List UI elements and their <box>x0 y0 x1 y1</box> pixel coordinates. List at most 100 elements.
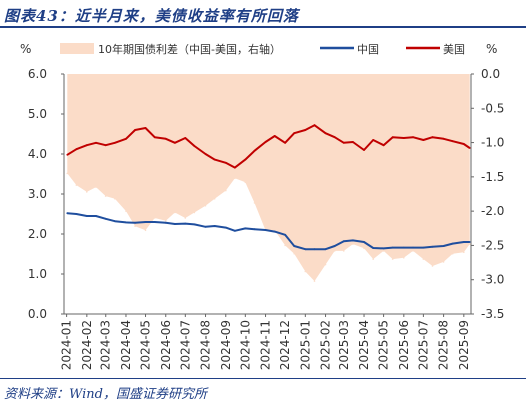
line-point <box>412 246 414 249</box>
line-point <box>244 158 247 161</box>
line-point <box>293 245 296 247</box>
line-point <box>333 245 336 247</box>
spread-point <box>86 191 88 193</box>
x-tick-label: 2024-10 <box>238 320 252 370</box>
chart-plot: 10年期国债利差（中国-美国，右轴） 中国 美国 % % 0.0 1.0 2.0 3.… <box>20 42 505 370</box>
line-point <box>193 145 196 147</box>
line-us <box>66 124 471 169</box>
line-point <box>174 141 176 144</box>
spread-point <box>468 243 471 245</box>
line-point <box>184 137 187 139</box>
spread-point <box>442 261 445 263</box>
line-point <box>468 241 471 243</box>
right-tick-label: -0.5 <box>481 101 504 115</box>
line-point <box>391 136 394 139</box>
line-point <box>66 153 69 156</box>
line-point <box>333 136 336 139</box>
x-tick-label: 2024-06 <box>159 320 173 370</box>
spread-point <box>153 217 156 219</box>
line-point <box>284 233 286 236</box>
x-tick-label: 2025-07 <box>416 320 430 370</box>
x-tick-label: 2025-09 <box>457 320 471 370</box>
left-axis-unit: % <box>20 42 31 56</box>
spread-point <box>114 198 116 200</box>
line-point <box>431 136 434 139</box>
x-tick-label: 2024-12 <box>278 320 292 370</box>
left-tick-label: 1.0 <box>28 267 47 281</box>
line-point <box>114 220 116 223</box>
line-point <box>253 228 256 231</box>
line-point <box>391 246 394 249</box>
spread-point <box>304 270 307 273</box>
line-point <box>75 213 78 215</box>
line-point <box>352 239 354 242</box>
line-point <box>462 143 465 145</box>
line-point <box>422 246 425 249</box>
spread-point <box>225 189 227 192</box>
spread-point <box>204 204 207 207</box>
line-point <box>213 225 216 227</box>
right-tick-label: 0.0 <box>481 67 500 81</box>
line-point <box>372 247 375 249</box>
left-tick-label: 6.0 <box>28 67 47 81</box>
spread-point <box>382 250 385 252</box>
spread-area <box>67 74 470 282</box>
axis-layer: 0.0 1.0 2.0 3.0 4.0 5.0 6.0 -3.5 -3.0 -2.5 -2.0 -1.… <box>28 67 505 370</box>
line-point <box>451 242 454 245</box>
line-point <box>104 144 107 147</box>
spread-point <box>144 229 147 232</box>
x-tick-label: 2025-02 <box>319 320 333 370</box>
line-point <box>324 248 327 251</box>
spread-point <box>313 280 316 282</box>
legend-swatch-spread <box>60 43 94 54</box>
x-tick-label: 2024-08 <box>199 320 213 370</box>
line-point <box>164 221 167 224</box>
line-point <box>224 161 227 164</box>
line-point <box>114 141 116 144</box>
spread-point <box>372 258 375 260</box>
line-point <box>134 221 137 224</box>
line-point <box>313 248 316 251</box>
spread-point <box>95 186 97 188</box>
x-tick-label: 2024-02 <box>80 320 94 370</box>
right-axis-unit: % <box>486 42 497 56</box>
line-point <box>462 241 465 243</box>
line-point <box>244 227 247 230</box>
spread-point <box>422 258 425 260</box>
line-point <box>363 241 365 243</box>
spread-point <box>184 217 187 219</box>
line-point <box>125 221 127 224</box>
spread-point <box>343 250 345 252</box>
source-rule <box>0 378 526 379</box>
right-tick-label: -2.5 <box>481 238 504 252</box>
chart-title: 图表43：近半月来，美债收益率有所回落 <box>4 7 299 25</box>
line-point <box>153 136 156 139</box>
line-point <box>468 147 471 149</box>
spread-point <box>293 252 296 255</box>
x-tick-label: 2024-04 <box>119 320 133 370</box>
x-tick-label: 2025-08 <box>437 320 451 370</box>
spread-point <box>193 211 196 214</box>
line-point <box>184 222 187 225</box>
line-point <box>284 141 286 144</box>
x-tick-label: 2025-05 <box>377 320 391 370</box>
right-tick-label: -2.0 <box>481 204 504 218</box>
line-point <box>193 223 196 226</box>
x-tick-label: 2025-04 <box>357 320 371 370</box>
x-tick-label: 2024-11 <box>259 320 273 370</box>
line-point <box>234 229 236 232</box>
x-tick-label: 2025-01 <box>298 320 312 370</box>
line-point <box>164 137 167 140</box>
line-point <box>451 140 454 143</box>
spread-point <box>284 244 286 247</box>
line-point <box>253 149 256 152</box>
x-tick-label: 2024-07 <box>178 320 192 370</box>
left-tick-label: 0.0 <box>28 307 47 321</box>
line-point <box>134 129 137 131</box>
line-point <box>412 136 414 139</box>
line-point <box>85 144 88 147</box>
line-point <box>382 247 385 250</box>
line-china <box>67 212 470 251</box>
right-tick-label: -3.0 <box>481 273 504 287</box>
line-point <box>324 132 327 135</box>
